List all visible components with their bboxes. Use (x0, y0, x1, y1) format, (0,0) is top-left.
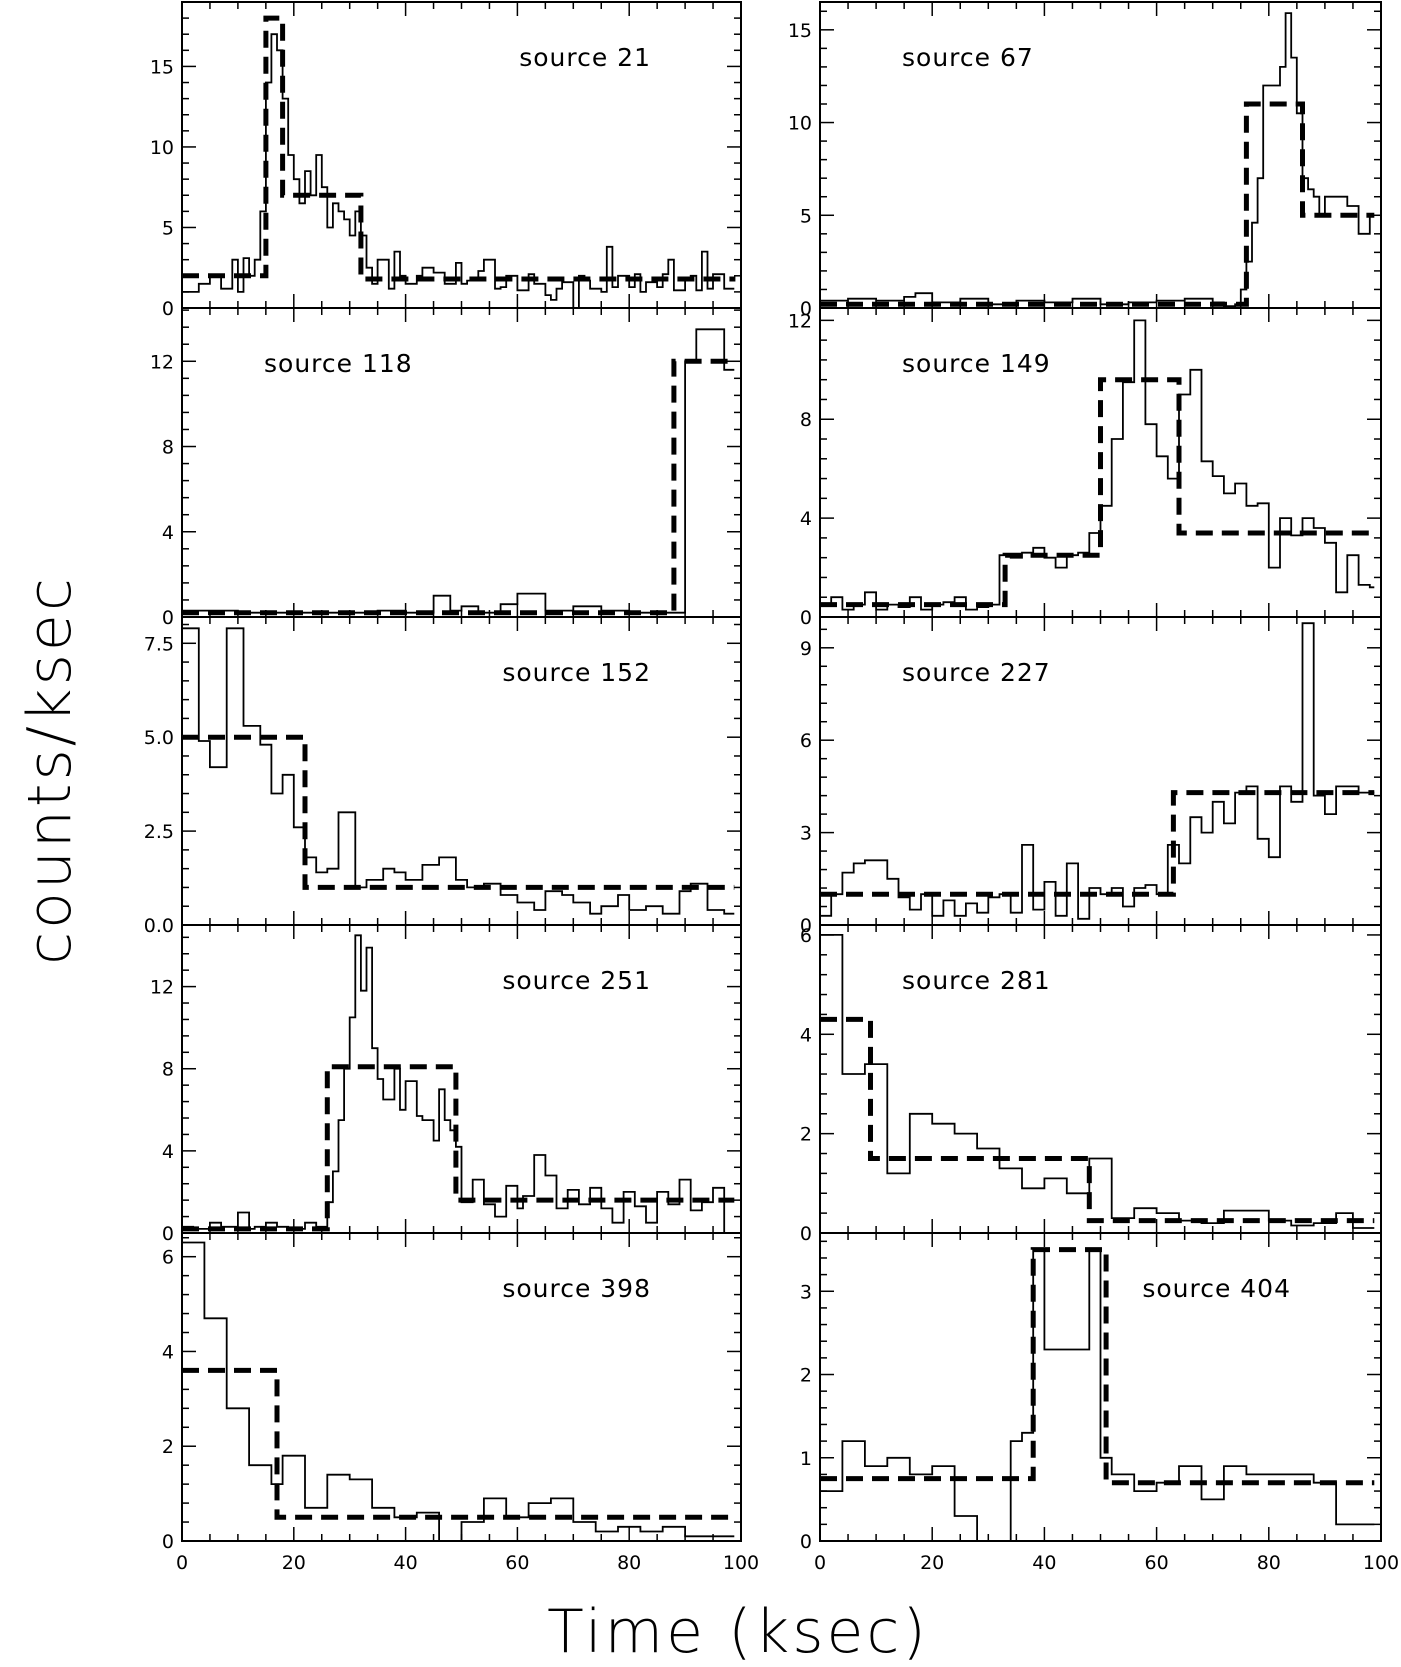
y-tick-label: 2 (800, 1365, 812, 1387)
x-tick-label: 40 (394, 1552, 418, 1574)
y-tick-label: 3 (800, 1281, 812, 1303)
lightcurve-line (182, 934, 735, 1233)
panel-5: 0.0 2.5 5.0 7.5 source 152 (144, 616, 742, 937)
panel-2: 0 5 10 15 source 67 (788, 1, 1382, 320)
y-tick-label: 5 (162, 217, 174, 239)
y-tick-label: 9 (800, 638, 812, 660)
y-tick-label: 0 (800, 607, 812, 629)
panel-7: 0 4 8 12 source 251 (150, 924, 742, 1245)
panel-label: source 281 (902, 966, 1051, 995)
y-tick-label: 0 (162, 607, 174, 629)
x-tick-label: 40 (1032, 1552, 1056, 1574)
lightcurve-line (820, 12, 1375, 307)
x-tick-label: 60 (505, 1552, 529, 1574)
panel-label: source 398 (502, 1274, 651, 1303)
model-step-line (182, 358, 735, 616)
panel-label: source 152 (502, 658, 651, 687)
y-tick-label: 4 (162, 1141, 174, 1163)
x-tick-label: 60 (1145, 1552, 1169, 1574)
y-tick-label: 0 (800, 915, 812, 937)
lightcurve-line (820, 622, 1375, 920)
x-tick-label: 20 (920, 1552, 944, 1574)
y-tick-label: 10 (788, 113, 812, 135)
y-tick-label: 2.5 (144, 821, 174, 843)
y-tick-label: 0 (800, 1531, 812, 1553)
y-tick-label: 5.0 (144, 727, 174, 749)
y-axis-label: counts/ksec (15, 575, 85, 965)
y-tick-label: 6 (162, 1247, 174, 1269)
y-tick-label: 4 (162, 1341, 174, 1363)
y-tick-label: 1 (800, 1448, 812, 1470)
y-tick-label: 5 (800, 205, 812, 227)
y-tick-label: 0 (162, 1223, 174, 1245)
y-tick-label: 0 (162, 298, 174, 320)
x-tick-label: 80 (1257, 1552, 1281, 1574)
y-tick-label: 2 (800, 1124, 812, 1146)
model-step-line (820, 101, 1375, 307)
panel-label: source 67 (902, 43, 1034, 72)
panel-label: source 227 (902, 658, 1051, 687)
y-tick-label: 0 (162, 1531, 174, 1553)
y-tick-label: 7.5 (144, 633, 174, 655)
x-tick-label: 80 (617, 1552, 641, 1574)
model-step-line (820, 1016, 1375, 1224)
model-step-line (182, 1367, 735, 1520)
model-step-line (820, 1247, 1375, 1486)
lightcurve-line (820, 1248, 1375, 1541)
y-tick-label: 15 (150, 56, 174, 78)
lightcurve-line (820, 934, 1375, 1229)
y-tick-label: 0 (800, 298, 812, 320)
y-tick-label: 12 (788, 310, 812, 332)
model-step-line (182, 15, 736, 282)
panel-label: source 21 (519, 43, 651, 72)
y-tick-label: 0.0 (144, 915, 174, 937)
panel-frame (181, 616, 742, 926)
y-tick-label: 8 (162, 1059, 174, 1081)
panel-10: 0 1 2 3 0 20 40 60 80 100 source 404 (800, 1232, 1399, 1574)
panel-8: 0 2 4 6 source 281 (800, 924, 1382, 1245)
lightcurve-line (182, 627, 735, 915)
panel-label: source 251 (502, 966, 651, 995)
y-tick-label: 6 (800, 925, 812, 947)
y-tick-label: 4 (800, 1024, 812, 1046)
x-tick-label: 0 (176, 1552, 188, 1574)
panel-frame (181, 1232, 742, 1542)
panel-4: 0 4 8 12 source 149 (788, 307, 1382, 629)
y-tick-label: 4 (800, 508, 812, 530)
y-tick-label: 6 (800, 730, 812, 752)
model-step-line (820, 790, 1375, 897)
y-tick-label: 15 (788, 20, 812, 42)
panel-3: 0 4 8 12 source 118 (150, 307, 742, 629)
x-tick-label: 100 (723, 1552, 759, 1574)
y-tick-label: 4 (162, 522, 174, 544)
model-step-line (182, 1064, 735, 1232)
y-tick-label: 10 (150, 137, 174, 159)
y-tick-label: 8 (162, 437, 174, 459)
panel-label: source 118 (264, 349, 413, 378)
model-step-line (820, 377, 1375, 608)
y-tick-label: 2 (162, 1436, 174, 1458)
lightcurve-line (182, 1241, 735, 1541)
y-tick-label: 3 (800, 823, 812, 845)
y-tick-label: 12 (150, 977, 174, 999)
y-tick-label: 0 (800, 1223, 812, 1245)
y-tick-label: 12 (150, 351, 174, 373)
y-tick-label: 8 (800, 409, 812, 431)
panel-6: 0 3 6 9 source 227 (800, 616, 1382, 937)
x-tick-label: 0 (814, 1552, 826, 1574)
panel-label: source 404 (1142, 1274, 1291, 1303)
x-tick-label: 100 (1363, 1552, 1399, 1574)
panel-1: 0 5 10 15 source 21 (150, 1, 742, 320)
x-axis-label: Time (ksec) (547, 1597, 929, 1667)
panel-label: source 149 (902, 349, 1051, 378)
x-tick-label: 20 (282, 1552, 306, 1574)
model-step-line (182, 734, 735, 890)
